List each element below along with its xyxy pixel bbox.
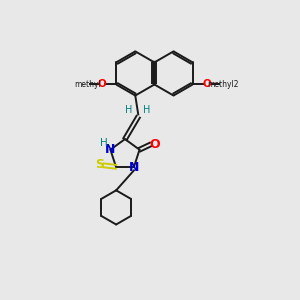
Text: H: H — [100, 138, 108, 148]
Text: N: N — [105, 142, 116, 156]
Text: methyl2: methyl2 — [208, 80, 239, 89]
Text: O: O — [149, 138, 160, 151]
Text: H: H — [143, 105, 150, 115]
Text: O: O — [202, 80, 211, 89]
Text: O: O — [98, 80, 106, 89]
Text: S: S — [95, 158, 104, 171]
Text: methyl: methyl — [74, 80, 101, 89]
Text: methyl: methyl — [83, 84, 88, 85]
Text: N: N — [129, 161, 139, 174]
Text: H: H — [125, 105, 133, 115]
